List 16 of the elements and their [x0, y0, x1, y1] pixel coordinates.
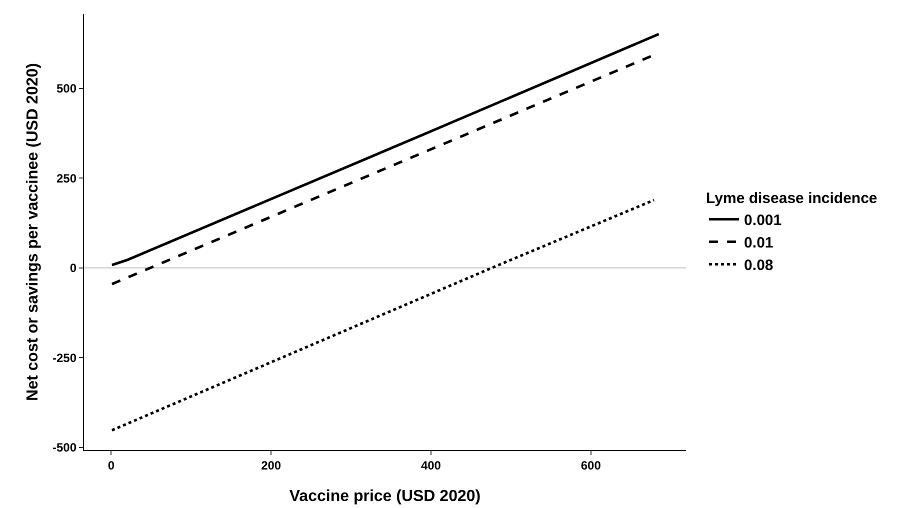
x-tick-label: 200	[261, 458, 282, 472]
legend-label: 0.08	[744, 257, 774, 274]
legend-label: 0.001	[744, 212, 782, 230]
x-tick-label: 400	[420, 458, 442, 472]
y-tick-label: 500	[56, 82, 77, 96]
y-tick-label: -500	[52, 440, 77, 455]
y-tick-label: -250	[52, 350, 77, 365]
legend-label: 0.01	[744, 234, 774, 252]
legend-title: Lyme disease incidence	[706, 190, 878, 207]
y-tick-label: 250	[56, 171, 77, 186]
x-tick-label: 0	[108, 458, 115, 472]
y-axis-title: Net cost or savings per vaccinee (USD 2020)	[24, 63, 42, 401]
x-axis-title: Vaccine price (USD 2020)	[289, 488, 481, 506]
line-series	[110, 32, 660, 266]
x-tick-label: 600	[580, 458, 602, 472]
y-tick-label: 0	[70, 261, 77, 276]
